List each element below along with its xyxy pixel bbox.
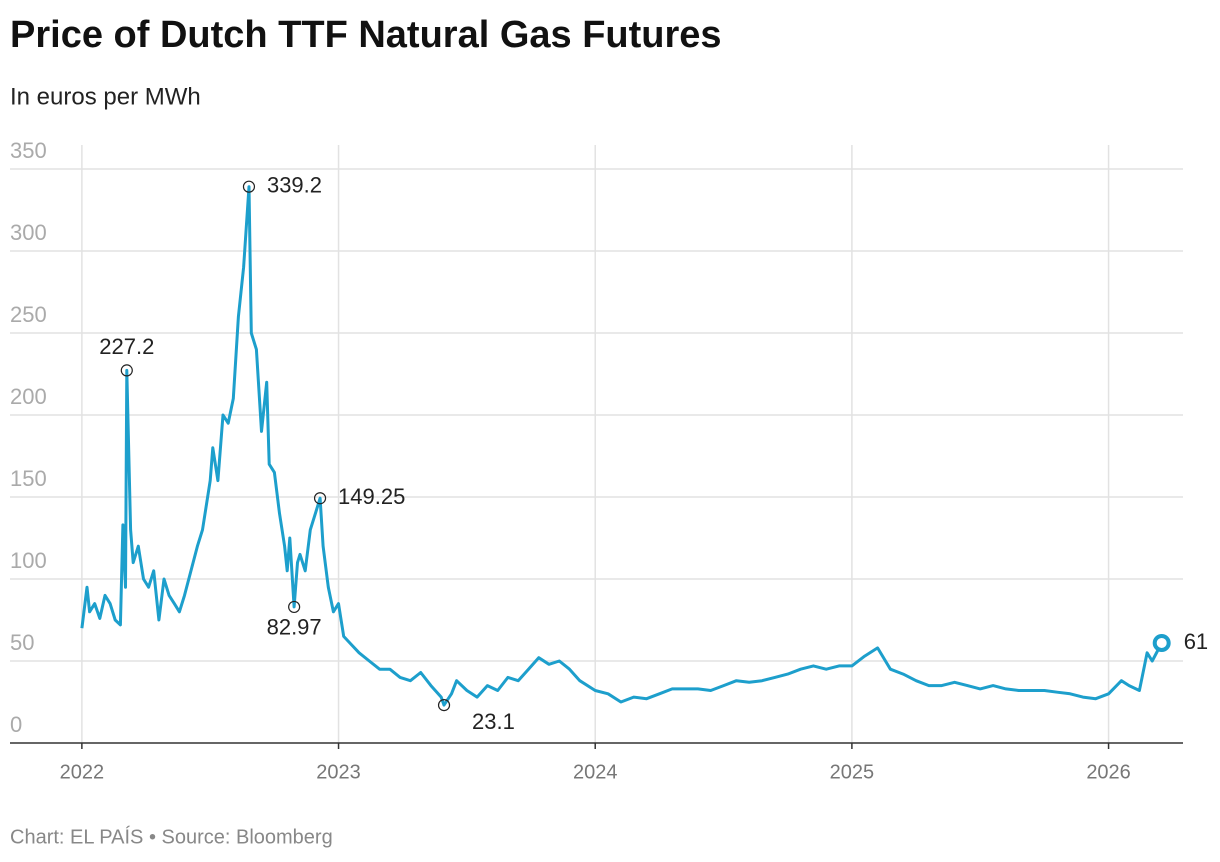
y-tick-label: 150 <box>10 466 47 491</box>
chart-subtitle: In euros per MWh <box>10 83 201 110</box>
annotation-label: 61 <box>1184 629 1208 654</box>
x-tick-label: 2025 <box>830 761 875 783</box>
price-line <box>80 185 1164 707</box>
annotation-label: 82.97 <box>267 615 322 640</box>
y-tick-label: 100 <box>10 548 47 573</box>
annotation-label: 227.2 <box>99 334 154 359</box>
x-tick-label: 2023 <box>316 761 361 783</box>
annotation-marker <box>1152 633 1171 652</box>
y-tick-label: 0 <box>10 712 22 737</box>
annotation-marker <box>313 492 327 505</box>
annotation-label: 339.2 <box>267 173 322 198</box>
annotation-marker <box>120 364 133 377</box>
chart-footer: Chart: EL PAÍS • Source: Bloomberg <box>10 825 333 848</box>
annotation-marker <box>242 180 256 193</box>
annotation-label: 23.1 <box>472 709 515 734</box>
annotation-marker <box>437 699 451 712</box>
chart-title: Price of Dutch TTF Natural Gas Futures <box>10 14 722 56</box>
annotation-label: 149.25 <box>338 484 405 509</box>
x-tick-label: 2026 <box>1086 761 1131 783</box>
y-tick-label: 50 <box>10 630 34 655</box>
y-tick-label: 350 <box>10 138 47 163</box>
x-tick-label: 2024 <box>573 761 618 783</box>
annotation-marker <box>288 600 301 614</box>
y-tick-label: 250 <box>10 302 47 327</box>
y-tick-label: 200 <box>10 384 47 409</box>
y-tick-label: 300 <box>10 220 47 245</box>
x-tick-label: 2022 <box>60 761 105 783</box>
